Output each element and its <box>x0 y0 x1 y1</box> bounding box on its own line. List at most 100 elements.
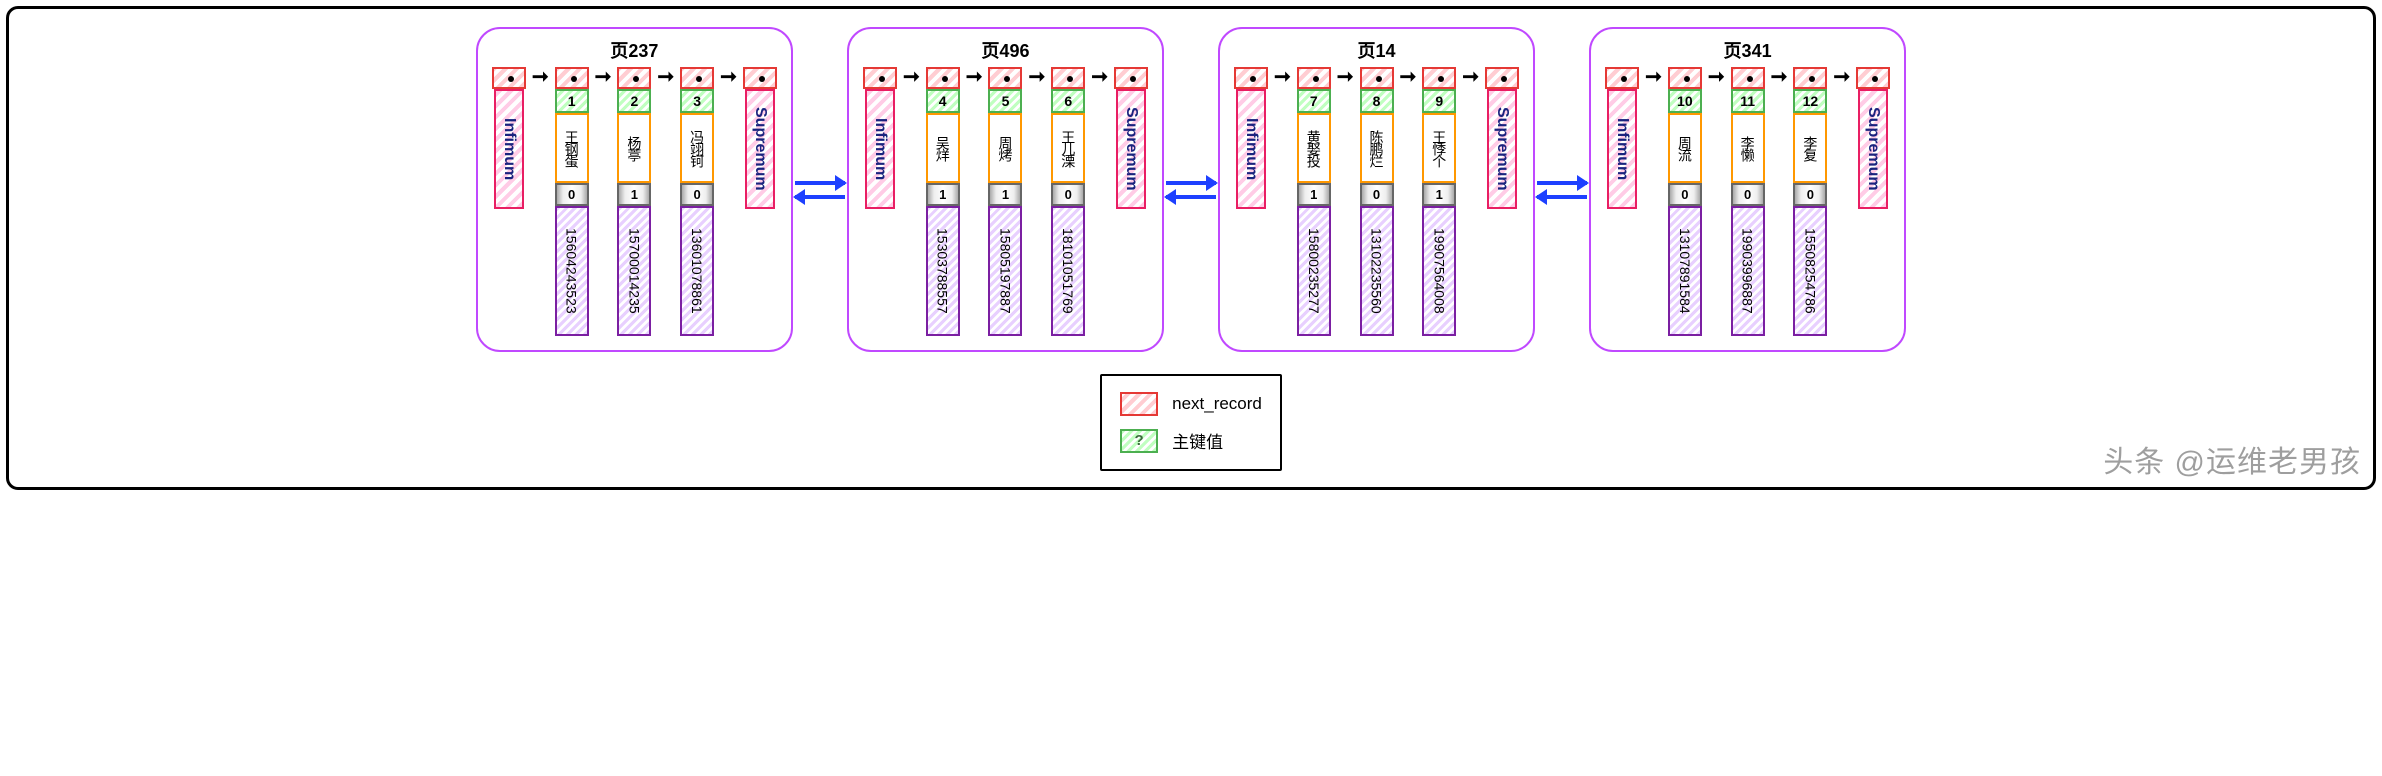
record-column: 4吴烊115303788557 <box>926 67 960 336</box>
supremum-label: Supremum <box>1487 89 1517 209</box>
name-cell: 周流 <box>1668 113 1702 183</box>
page-arrow-right-icon <box>1537 181 1587 185</box>
next-record-header <box>863 67 897 89</box>
primary-key-cell: 10 <box>1668 89 1702 113</box>
infimum-label: Infimum <box>1236 89 1266 209</box>
page-arrow-right-icon <box>1166 181 1216 185</box>
record-arrow-icon: ➞ <box>1091 72 1108 82</box>
primary-key-cell: 2 <box>617 89 651 113</box>
supremum-column: Supremum <box>1856 67 1890 209</box>
page-box: 页341Infimum➞10周流013107891584➞11李懒0199039… <box>1589 27 1906 352</box>
next-record-header <box>1668 67 1702 89</box>
phone-cell: 15303788557 <box>926 206 960 336</box>
primary-key-cell: 3 <box>680 89 714 113</box>
legend-row-pk: ? 主键值 <box>1120 422 1262 459</box>
next-record-header <box>555 67 589 89</box>
name-cell: 王钢蛋 <box>555 113 589 183</box>
page-title: 页14 <box>1234 37 1519 63</box>
primary-key-cell: 4 <box>926 89 960 113</box>
phone-cell: 13601078861 <box>680 206 714 336</box>
records-row: Infimum➞7黄娶投115800235277➞8陈鹏烂01310223556… <box>1234 67 1519 336</box>
supremum-label: Supremum <box>1858 89 1888 209</box>
phone-cell: 19907564008 <box>1422 206 1456 336</box>
page-link <box>793 181 847 199</box>
infimum-label: Infimum <box>865 89 895 209</box>
next-record-header <box>617 67 651 89</box>
records-row: Infimum ➞ 4吴烊115303788557 ➞ 5周烤115805197887 ➞… <box>863 67 1148 336</box>
records-row: Infimum➞10周流013107891584➞11李懒01990399688… <box>1605 67 1890 336</box>
record-arrow-icon: ➞ <box>903 72 920 82</box>
name-cell: 王悸个 <box>1422 113 1456 183</box>
flag-cell: 1 <box>1297 183 1331 206</box>
record-arrow-icon: ➞ <box>657 72 674 82</box>
page-arrow-left-icon <box>795 195 845 199</box>
diagram-frame: 页237Infimum➞1王钢蛋015604243523➞2杨葶11570001… <box>6 6 2376 490</box>
infimum-column: Infimum <box>863 67 897 209</box>
infimum-column: Infimum <box>492 67 526 209</box>
infimum-label: Infimum <box>1607 89 1637 209</box>
flag-cell: 1 <box>617 183 651 206</box>
record-column: 10周流013107891584 <box>1668 67 1702 336</box>
flag-cell: 0 <box>680 183 714 206</box>
record-arrow-icon: ➞ <box>966 72 983 82</box>
record-arrow-icon: ➞ <box>720 72 737 82</box>
pages-row: 页237Infimum➞1王钢蛋015604243523➞2杨葶11570001… <box>21 27 2361 352</box>
record-arrow-icon: ➞ <box>595 72 612 82</box>
page-link <box>1535 181 1589 199</box>
primary-key-cell: 9 <box>1422 89 1456 113</box>
record-arrow-icon: ➞ <box>1337 72 1354 82</box>
record-column: 5周烤115805197887 <box>988 67 1022 336</box>
next-record-header <box>1051 67 1085 89</box>
page-arrow-left-icon <box>1537 195 1587 199</box>
page-arrow-left-icon <box>1166 195 1216 199</box>
next-record-header <box>492 67 526 89</box>
phone-cell: 15805197887 <box>988 206 1022 336</box>
next-record-header <box>1114 67 1148 89</box>
flag-cell: 1 <box>1422 183 1456 206</box>
page-box: 页237Infimum➞1王钢蛋015604243523➞2杨葶11570001… <box>476 27 793 352</box>
record-column: 1王钢蛋015604243523 <box>555 67 589 336</box>
phone-cell: 13102235560 <box>1360 206 1394 336</box>
phone-cell: 15700014235 <box>617 206 651 336</box>
name-cell: 周烤 <box>988 113 1022 183</box>
primary-key-cell: 1 <box>555 89 589 113</box>
name-cell: 吴烊 <box>926 113 960 183</box>
record-column: 2杨葶115700014235 <box>617 67 651 336</box>
legend-box: next_record ? 主键值 <box>1100 374 1282 471</box>
supremum-column: Supremum <box>743 67 777 209</box>
name-cell: 黄娶投 <box>1297 113 1331 183</box>
phone-cell: 19903996887 <box>1731 206 1765 336</box>
legend-swatch-next-record <box>1120 392 1158 416</box>
next-record-header <box>1856 67 1890 89</box>
primary-key-cell: 7 <box>1297 89 1331 113</box>
next-record-header <box>1485 67 1519 89</box>
record-column: 8陈鹏烂013102235560 <box>1360 67 1394 336</box>
phone-cell: 18101051769 <box>1051 206 1085 336</box>
next-record-header <box>743 67 777 89</box>
next-record-header <box>1605 67 1639 89</box>
flag-cell: 0 <box>1793 183 1827 206</box>
record-arrow-icon: ➞ <box>1833 72 1850 82</box>
name-cell: 王儿溧 <box>1051 113 1085 183</box>
record-column: 6王儿溧018101051769 <box>1051 67 1085 336</box>
record-column: 7黄娶投115800235277 <box>1297 67 1331 336</box>
next-record-header <box>680 67 714 89</box>
name-cell: 李复 <box>1793 113 1827 183</box>
supremum-column: Supremum <box>1485 67 1519 209</box>
infimum-column: Infimum <box>1234 67 1268 209</box>
primary-key-cell: 12 <box>1793 89 1827 113</box>
phone-cell: 15604243523 <box>555 206 589 336</box>
next-record-header <box>1297 67 1331 89</box>
supremum-label: Supremum <box>1116 89 1146 209</box>
flag-cell: 0 <box>1360 183 1394 206</box>
next-record-header <box>1234 67 1268 89</box>
record-arrow-icon: ➞ <box>1274 72 1291 82</box>
records-row: Infimum➞1王钢蛋015604243523➞2杨葶115700014235… <box>492 67 777 336</box>
flag-cell: 0 <box>555 183 589 206</box>
page-title: 页496 <box>863 37 1148 63</box>
record-arrow-icon: ➞ <box>1708 72 1725 82</box>
phone-cell: 15800235277 <box>1297 206 1331 336</box>
next-record-header <box>1731 67 1765 89</box>
record-arrow-icon: ➞ <box>1462 72 1479 82</box>
legend-swatch-pk: ? <box>1120 429 1158 453</box>
